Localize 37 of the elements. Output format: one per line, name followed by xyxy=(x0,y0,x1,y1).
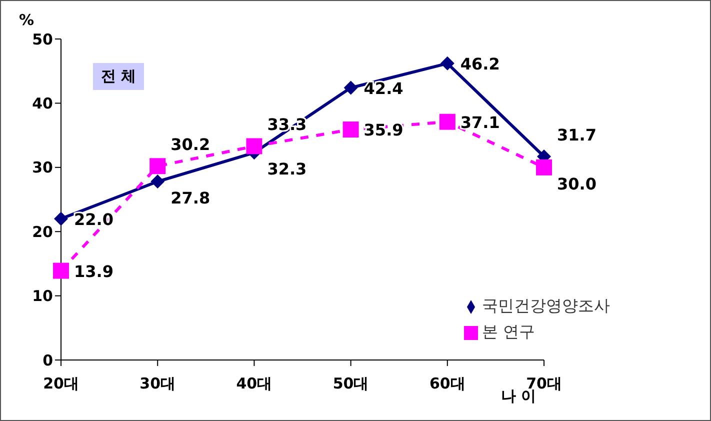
y-tick-label: 10 xyxy=(32,287,53,306)
y-tick-label: 20 xyxy=(32,222,53,241)
x-tick-label: 30대 xyxy=(140,374,176,393)
x-axis-title: 나 이 xyxy=(501,387,536,406)
data-label: 27.8 xyxy=(170,188,210,208)
data-label: 31.7 xyxy=(557,125,596,144)
y-tick-label: 40 xyxy=(32,94,53,113)
data-label: 35.9 xyxy=(364,120,404,140)
data-label: 42.4 xyxy=(364,78,404,98)
point xyxy=(342,122,359,138)
point xyxy=(150,158,166,174)
x-tick-label: 20대 xyxy=(43,374,79,393)
legend-label: 본 연구 xyxy=(482,322,536,341)
annotation: 전 체 xyxy=(93,63,144,90)
data-label: 30.2 xyxy=(170,135,210,154)
point xyxy=(150,174,165,189)
point xyxy=(53,262,69,279)
x-tick-label: 40대 xyxy=(236,374,272,393)
data-label: 32.3 xyxy=(267,160,307,179)
data-label: 13.9 xyxy=(74,262,114,281)
data-label: 37.1 xyxy=(460,112,500,132)
point xyxy=(536,159,552,176)
x-tick-label: 50대 xyxy=(332,374,369,393)
y-axis-title: % xyxy=(19,11,34,29)
point xyxy=(440,56,454,70)
point xyxy=(54,212,68,226)
legend-label: 국민건강영양조사 xyxy=(482,296,610,315)
point xyxy=(246,138,262,154)
y-tick-label: 50 xyxy=(32,30,53,48)
y-tick-label: 30 xyxy=(32,158,53,177)
point xyxy=(439,114,456,130)
data-label: 22.0 xyxy=(74,210,114,229)
data-label: 30.0 xyxy=(557,174,596,194)
point xyxy=(344,80,358,95)
data-label: 46.2 xyxy=(460,54,500,74)
x-tick-label: 60대 xyxy=(429,374,466,393)
y-tick-label: 0 xyxy=(42,351,53,370)
